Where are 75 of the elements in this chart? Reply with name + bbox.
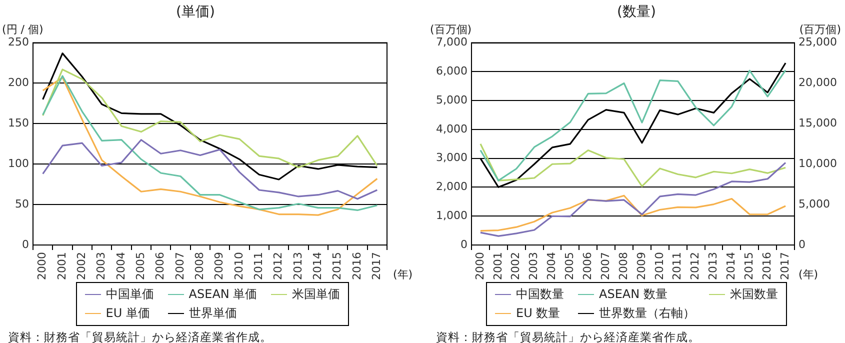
y2-tick-label: 10,000 — [798, 156, 838, 170]
y2-tick-label: 25,000 — [798, 36, 838, 49]
y2-tick-label: 20,000 — [798, 76, 838, 90]
legend-label: 中国単価 — [106, 286, 154, 303]
x-tick-label: 2013 — [706, 252, 720, 280]
x-axis-title: (年) — [393, 268, 413, 281]
x-tick-label: 2010 — [652, 252, 666, 280]
y-tick-label: 7,000 — [436, 36, 468, 49]
x-tick-label: 2001 — [55, 252, 68, 280]
x-tick-label: 2015 — [330, 252, 344, 280]
legend-label: 世界数量（右軸） — [599, 305, 695, 322]
x-tick-label: 2002 — [509, 252, 522, 280]
x-tick-label: 2007 — [173, 252, 186, 280]
x-tick-label: 2005 — [563, 252, 576, 280]
y2-tick-label: 15,000 — [798, 116, 838, 130]
x-tick-label: 2011 — [252, 252, 266, 280]
legend-label: ASEAN 単価 — [188, 286, 258, 303]
y-tick-label: 5,000 — [436, 93, 468, 106]
y-tick-label: 0 — [22, 238, 29, 251]
y2-tick-label: 5,000 — [798, 197, 830, 210]
y-axis-title: (円 / 個) — [2, 23, 44, 36]
x-tick-label: 2000 — [473, 252, 486, 280]
y-tick-label: 250 — [8, 36, 29, 49]
x-tick-label: 2003 — [527, 252, 540, 280]
x-tick-label: 2007 — [598, 252, 612, 280]
legend-label: EU 単価 — [106, 305, 150, 322]
y-tick-label: 100 — [8, 156, 29, 170]
y-tick-label: 0 — [460, 238, 468, 251]
x-tick-label: 2000 — [36, 252, 49, 280]
y2-axis-title: (百万個) — [799, 23, 841, 36]
x-tick-label: 2016 — [760, 252, 774, 280]
y-axis-title: (百万個) — [430, 23, 472, 36]
y-tick-label: 4,000 — [436, 122, 468, 136]
text: 資料：財務省「貿易統計」から経済産業省作成。 — [8, 330, 273, 343]
x-tick-label: 2011 — [670, 252, 684, 280]
x-tick-label: 2004 — [114, 252, 128, 280]
text: 資料：財務省「貿易統計」から経済産業省作成。 — [436, 330, 701, 343]
x-tick-label: 2012 — [688, 252, 702, 280]
x-tick-label: 2010 — [232, 252, 246, 280]
x-tick-label: 2017 — [370, 252, 384, 280]
x-tick-label: 2017 — [778, 252, 792, 280]
x-tick-label: 2012 — [272, 252, 285, 280]
legend-label: 世界単価 — [188, 305, 237, 322]
x-tick-label: 2009 — [634, 252, 648, 280]
x-tick-label: 2008 — [193, 252, 206, 280]
x-tick-label: 2014 — [311, 252, 324, 280]
x-axis-title: (年) — [798, 268, 818, 281]
y-tick-label: 6,000 — [436, 64, 468, 78]
y-tick-label: 2,000 — [436, 180, 468, 194]
chart-title: (単価) — [176, 4, 215, 20]
y-tick-label: 1,000 — [436, 208, 468, 222]
x-tick-label: 2006 — [580, 252, 594, 280]
x-tick-label: 2009 — [212, 252, 226, 280]
chart-title: (数量) — [617, 4, 656, 20]
legend-label: 米国数量 — [730, 286, 778, 303]
x-tick-label: 2015 — [742, 252, 756, 280]
legend-label: 米国単価 — [292, 286, 340, 303]
y-tick-label: 200 — [8, 76, 29, 90]
legend-label: 中国数量 — [516, 286, 564, 303]
y2-tick-label: 0 — [798, 238, 806, 251]
legend-label: ASEAN 数量 — [599, 286, 668, 303]
x-tick-label: 2013 — [291, 252, 304, 280]
x-tick-label: 2016 — [350, 252, 364, 280]
y-tick-label: 50 — [14, 197, 29, 210]
x-tick-label: 2008 — [616, 252, 630, 280]
x-tick-label: 2002 — [75, 252, 88, 280]
x-tick-label: 2001 — [491, 252, 504, 280]
y-tick-label: 150 — [8, 116, 29, 130]
x-tick-label: 2003 — [94, 252, 108, 280]
x-tick-label: 2006 — [154, 252, 167, 280]
x-tick-label: 2014 — [724, 252, 738, 280]
x-tick-label: 2005 — [134, 252, 148, 280]
y-tick-label: 3,000 — [436, 151, 468, 164]
legend-label: EU 数量 — [516, 305, 560, 322]
x-tick-label: 2004 — [545, 252, 558, 280]
